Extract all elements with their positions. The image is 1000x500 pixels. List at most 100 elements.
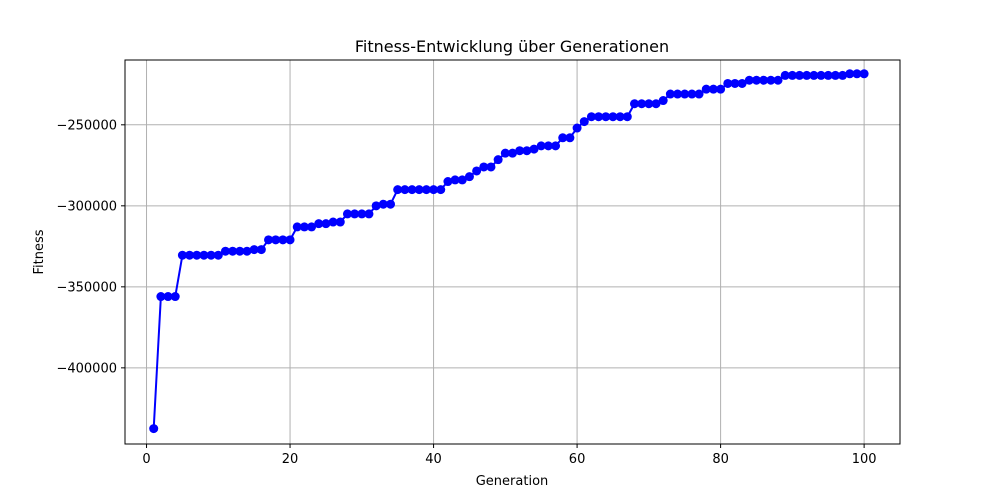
x-tick-label: 100 <box>852 452 877 467</box>
data-point <box>256 245 266 255</box>
data-point <box>565 133 575 143</box>
data-point <box>751 75 761 85</box>
x-tick-label: 60 <box>569 452 586 467</box>
data-point <box>543 141 553 151</box>
data-point <box>163 292 173 302</box>
data-point <box>730 78 740 88</box>
data-point <box>687 89 697 99</box>
data-point <box>307 222 317 232</box>
data-point <box>199 250 209 260</box>
data-point <box>436 185 446 195</box>
data-point <box>644 99 654 109</box>
y-tick-label: −350000 <box>56 280 117 295</box>
data-point <box>371 201 381 211</box>
data-point <box>328 217 338 227</box>
data-point <box>264 235 274 245</box>
y-tick-label: −250000 <box>56 118 117 133</box>
data-point <box>500 148 510 158</box>
data-point <box>515 146 525 156</box>
data-point <box>192 250 202 260</box>
data-point <box>859 69 869 79</box>
chart-title: Fitness-Entwicklung über Generationen <box>355 37 669 56</box>
series-markers <box>149 69 869 434</box>
data-point <box>852 69 862 79</box>
data-point <box>658 96 668 106</box>
data-point <box>220 246 230 256</box>
data-point <box>357 209 367 219</box>
data-point <box>314 219 324 229</box>
data-point <box>407 185 417 195</box>
data-point <box>586 112 596 122</box>
data-point <box>299 222 309 232</box>
data-point <box>622 112 632 122</box>
data-point <box>378 199 388 209</box>
data-point <box>177 250 187 260</box>
data-point <box>637 99 647 109</box>
data-point <box>472 166 482 176</box>
data-point <box>450 175 460 185</box>
data-point <box>386 199 396 209</box>
data-point <box>816 70 826 80</box>
data-point <box>429 185 439 195</box>
data-point <box>830 70 840 80</box>
data-point <box>608 112 618 122</box>
y-axis-ticks: −400000 −350000 −300000 −250000 <box>56 118 125 376</box>
data-point <box>708 84 718 94</box>
data-point <box>673 89 683 99</box>
data-point <box>780 70 790 80</box>
data-point <box>651 99 661 109</box>
plot-area-frame <box>124 59 901 445</box>
data-point <box>321 219 331 229</box>
data-point <box>170 292 180 302</box>
data-point <box>838 70 848 80</box>
data-point <box>737 78 747 88</box>
data-point <box>572 123 582 133</box>
data-point <box>680 89 690 99</box>
x-tick-label: 20 <box>282 452 299 467</box>
data-point <box>393 185 403 195</box>
data-point <box>773 75 783 85</box>
data-point <box>701 84 711 94</box>
data-point <box>787 70 797 80</box>
data-point <box>809 70 819 80</box>
data-point <box>802 70 812 80</box>
data-point <box>579 117 589 127</box>
data-point <box>149 424 159 434</box>
x-tick-label: 80 <box>712 452 729 467</box>
data-point <box>479 162 489 172</box>
data-point <box>529 144 539 154</box>
data-point <box>615 112 625 122</box>
data-point <box>759 75 769 85</box>
data-point <box>551 141 561 151</box>
data-point <box>594 112 604 122</box>
data-point <box>335 217 345 227</box>
data-point <box>508 148 517 158</box>
data-point <box>522 146 532 156</box>
x-axis-ticks: 0 20 40 60 80 100 <box>142 444 877 467</box>
data-point <box>464 172 474 182</box>
x-axis-label: Generation <box>476 474 549 489</box>
data-point <box>716 84 726 94</box>
data-point <box>271 235 281 245</box>
data-point <box>206 250 216 260</box>
data-point <box>493 155 503 165</box>
data-point <box>342 209 352 219</box>
data-point <box>400 185 410 195</box>
data-point <box>845 69 855 79</box>
data-point <box>292 222 302 232</box>
data-point <box>414 185 424 195</box>
data-point <box>629 99 639 109</box>
data-point <box>723 78 733 88</box>
data-point <box>350 209 360 219</box>
data-point <box>278 235 288 245</box>
data-point <box>601 112 611 122</box>
data-point <box>443 177 453 187</box>
data-point <box>185 250 195 260</box>
x-tick-label: 0 <box>142 452 150 467</box>
data-point <box>235 246 245 256</box>
data-point <box>536 141 546 151</box>
data-point <box>421 185 431 195</box>
x-tick-label: 40 <box>425 452 442 467</box>
data-point <box>249 245 259 255</box>
